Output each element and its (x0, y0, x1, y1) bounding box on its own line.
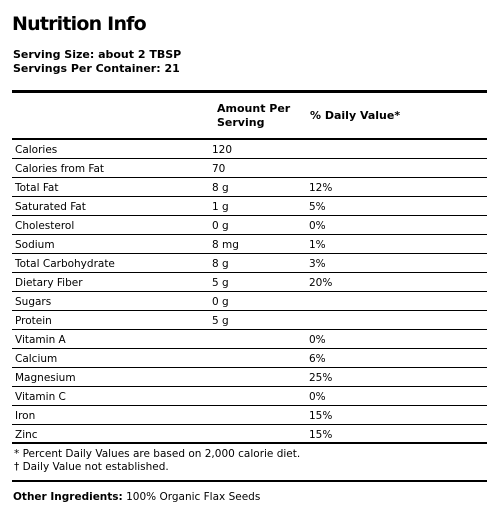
nutrient-daily-value: 0% (309, 334, 326, 346)
nutrient-name: Dietary Fiber (15, 277, 83, 289)
nutrient-amount: 5 g (212, 315, 229, 327)
nutrient-name: Calories (15, 144, 58, 156)
other-ingredients-text: 100% Organic Flax Seeds (126, 491, 261, 503)
table-row: Protein 5 g (12, 311, 487, 330)
nutrient-name: Iron (15, 410, 36, 422)
table-row: Vitamin C 0% (12, 387, 487, 406)
nutrient-daily-value: 25% (309, 372, 333, 384)
nutrient-daily-value: 12% (309, 182, 333, 194)
table-row: Total Fat 8 g 12% (12, 178, 487, 197)
nutrient-name: Total Carbohydrate (15, 258, 115, 270)
header-daily-value: % Daily Value* (310, 109, 401, 122)
footnotes: * Percent Daily Values are based on 2,00… (14, 448, 300, 474)
nutrient-name: Vitamin A (15, 334, 66, 346)
nutrient-daily-value: 1% (309, 239, 326, 251)
nutrient-daily-value: 3% (309, 258, 326, 270)
table-row: Sodium 8 mg 1% (12, 235, 487, 254)
nutrient-amount: 120 (212, 144, 233, 156)
table-row: Cholesterol 0 g 0% (12, 216, 487, 235)
nutrient-name: Sodium (15, 239, 55, 251)
serving-info: Serving Size: about 2 TBSP Servings Per … (13, 48, 181, 76)
table-row: Magnesium 25% (12, 368, 487, 387)
nutrient-daily-value: 20% (309, 277, 333, 289)
nutrient-amount: 0 g (212, 296, 229, 308)
nutrient-amount: 8 mg (212, 239, 239, 251)
nutrient-amount: 8 g (212, 182, 229, 194)
nutrient-daily-value: 15% (309, 410, 333, 422)
nutrient-daily-value: 0% (309, 220, 326, 232)
nutrient-amount: 5 g (212, 277, 229, 289)
header-amount-per-serving: Amount Per Serving (217, 102, 291, 129)
table-row: Total Carbohydrate 8 g 3% (12, 254, 487, 273)
nutrient-amount: 8 g (212, 258, 229, 270)
nutrient-amount: 0 g (212, 220, 229, 232)
table-row: Saturated Fat 1 g 5% (12, 197, 487, 216)
divider-bottom (12, 480, 487, 482)
nutrient-daily-value: 5% (309, 201, 326, 213)
nutrient-name: Cholesterol (15, 220, 75, 232)
other-ingredients: Other Ingredients: 100% Organic Flax See… (13, 491, 260, 504)
nutrient-name: Calories from Fat (15, 163, 105, 175)
divider-thick (12, 90, 487, 93)
table-row: Calories 120 (12, 140, 487, 159)
nutrient-daily-value: 15% (309, 429, 333, 441)
nutrient-name: Protein (15, 315, 52, 327)
nutrient-name: Magnesium (15, 372, 76, 384)
footnote-not-established: † Daily Value not established. (14, 461, 169, 473)
serving-size: Serving Size: about 2 TBSP (13, 48, 182, 61)
table-row: Iron 15% (12, 406, 487, 425)
table-row: Sugars 0 g (12, 292, 487, 311)
table-row: Vitamin A 0% (12, 330, 487, 349)
nutrient-daily-value: 0% (309, 391, 326, 403)
nutrition-table: Calories 120 Calories from Fat 70 Total Fat 8… (12, 140, 487, 444)
table-row: Dietary Fiber 5 g 20% (12, 273, 487, 292)
other-ingredients-label: Other Ingredients: (13, 491, 123, 503)
nutrient-name: Sugars (15, 296, 52, 308)
nutrient-name: Saturated Fat (15, 201, 86, 213)
nutrient-amount: 70 (212, 163, 226, 175)
nutrient-daily-value: 6% (309, 353, 326, 365)
nutrient-name: Vitamin C (15, 391, 66, 403)
table-row: Calcium 6% (12, 349, 487, 368)
divider-header (12, 138, 487, 140)
table-row: Zinc 15% (12, 425, 487, 444)
nutrient-name: Total Fat (15, 182, 59, 194)
table-row: Calories from Fat 70 (12, 159, 487, 178)
servings-per-container: Servings Per Container: 21 (13, 62, 180, 75)
nutrient-amount: 1 g (212, 201, 229, 213)
nutrient-name: Zinc (15, 429, 38, 441)
footnote-daily-values: * Percent Daily Values are based on 2,00… (14, 448, 301, 460)
page-title: Nutrition Info (12, 13, 147, 35)
nutrient-name: Calcium (15, 353, 58, 365)
